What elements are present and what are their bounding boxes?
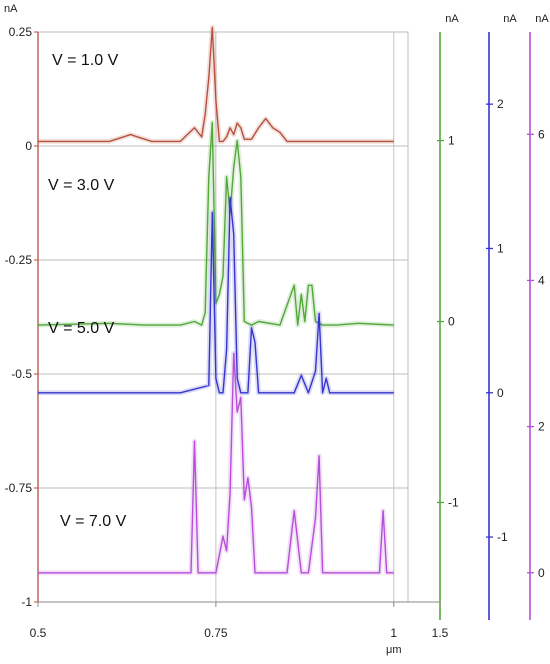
green-axis-tick-label: 1 bbox=[448, 134, 455, 148]
left-axis-tick-label: -0.5 bbox=[11, 367, 32, 381]
left-axis-unit: nA bbox=[4, 3, 18, 15]
purple-axis-unit: nA bbox=[535, 13, 549, 25]
green-axis-tick-label: -1 bbox=[448, 495, 459, 509]
series-group bbox=[37, 24, 394, 576]
green-axis-unit: nA bbox=[445, 13, 459, 25]
green-axis-tick-label: 0 bbox=[448, 315, 455, 329]
left-axis-tick-label: 0 bbox=[25, 139, 32, 153]
axes: nA 0.25 0 -0.25 -0.5 -0.75 -1 nA 1 0 -1 nA 2 1 0 -1 nA 6 4… bbox=[4, 3, 549, 656]
left-axis-tick-label: -0.75 bbox=[5, 481, 33, 495]
x-axis-tick-label: 1 bbox=[390, 626, 397, 640]
voltage-label: V = 1.0 V bbox=[52, 52, 119, 69]
purple-axis-tick-label: 4 bbox=[538, 273, 545, 287]
x-axis-unit: μm bbox=[386, 644, 402, 656]
voltage-label: V = 3.0 V bbox=[48, 177, 115, 194]
series-line-purple bbox=[38, 352, 394, 574]
x-axis-tick-label: 1.5 bbox=[432, 626, 449, 640]
purple-axis-tick-label: 0 bbox=[538, 566, 545, 580]
series-line-blue bbox=[38, 197, 394, 394]
series-line-red bbox=[38, 26, 394, 143]
voltage-label: V = 7.0 V bbox=[60, 513, 127, 530]
left-axis-tick-label: -1 bbox=[21, 595, 32, 609]
blue-axis-tick-label: 1 bbox=[497, 241, 504, 255]
x-axis-tick-label: 0.5 bbox=[30, 626, 47, 640]
labels-group: V = 1.0 V V = 3.0 V V = 5.0 V V = 7.0 V bbox=[48, 52, 127, 530]
left-axis-tick-label: -0.25 bbox=[5, 253, 33, 267]
x-axis-tick-label: 0.75 bbox=[204, 626, 228, 640]
purple-axis-tick-label: 2 bbox=[538, 420, 545, 434]
blue-axis-tick-label: -1 bbox=[497, 530, 508, 544]
blue-axis-unit: nA bbox=[503, 13, 517, 25]
left-axis-tick-label: 0.25 bbox=[9, 25, 33, 39]
blue-axis-tick-label: 2 bbox=[497, 97, 504, 111]
voltage-label: V = 5.0 V bbox=[48, 320, 115, 337]
series-line-green bbox=[37, 121, 394, 326]
purple-axis-tick-label: 6 bbox=[538, 127, 545, 141]
blue-axis-tick-label: 0 bbox=[497, 386, 504, 400]
